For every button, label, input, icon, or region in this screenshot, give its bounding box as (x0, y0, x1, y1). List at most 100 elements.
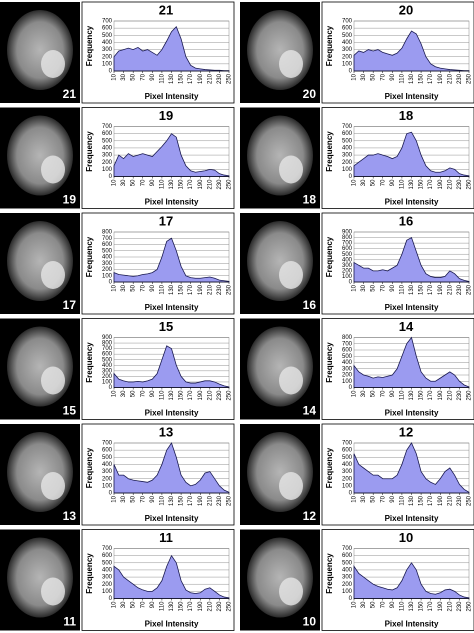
y-tick-label: 700 (102, 124, 113, 130)
y-tick-label: 300 (102, 469, 113, 475)
y-tick-label: 300 (342, 366, 353, 372)
x-tick-label: 250 (227, 284, 233, 295)
x-tick-label: 230 (457, 284, 463, 295)
brain-slice (247, 115, 313, 196)
x-tick-label: 70 (140, 495, 146, 502)
x-tick-label: 150 (179, 601, 185, 612)
x-tick-label: 50 (131, 179, 137, 186)
y-tick-label: 200 (102, 54, 113, 60)
x-axis-label: Pixel Intensity (385, 92, 439, 101)
x-tick-label: 50 (371, 284, 377, 291)
chart-title: 18 (399, 108, 413, 123)
x-tick-label: 130 (169, 390, 175, 401)
x-tick-label: 70 (380, 601, 386, 608)
lesion (279, 366, 303, 395)
brain-slice (7, 10, 73, 90)
y-tick-label: 300 (102, 153, 113, 159)
y-tick-label: 700 (342, 241, 353, 247)
x-tick-label: 250 (227, 179, 233, 190)
x-tick-label: 30 (361, 73, 367, 80)
x-tick-label: 170 (428, 284, 434, 295)
lesion (41, 577, 65, 606)
y-tick-label: 800 (342, 235, 353, 241)
image-label: 14 (303, 404, 317, 418)
x-tick-label: 90 (390, 601, 396, 608)
y-tick-label: 600 (342, 131, 353, 137)
x-tick-label: 90 (150, 390, 156, 397)
histogram-area (113, 133, 230, 177)
image-label: 21 (63, 87, 77, 101)
x-tick-label: 130 (169, 495, 175, 506)
x-tick-label: 250 (227, 495, 233, 506)
y-tick-label: 0 (349, 596, 353, 602)
x-tick-label: 110 (399, 495, 405, 505)
y-tick-label: 100 (342, 167, 353, 173)
y-tick-label: 600 (102, 352, 113, 358)
brain-slice (247, 432, 313, 512)
x-tick-label: 110 (159, 390, 165, 400)
x-tick-label: 130 (409, 284, 415, 295)
y-axis-label: Frequency (325, 131, 334, 172)
x-tick-label: 170 (188, 284, 194, 295)
y-tick-label: 200 (342, 476, 353, 482)
x-tick-label: 130 (169, 73, 175, 84)
x-axis-label: Pixel Intensity (385, 514, 439, 523)
lesion (41, 261, 65, 289)
x-tick-label: 150 (179, 495, 185, 506)
x-tick-label: 210 (447, 495, 453, 506)
histogram-area (353, 236, 470, 283)
y-axis-label: Frequency (85, 553, 94, 594)
x-tick-label: 70 (140, 73, 146, 80)
chart-title: 17 (159, 213, 173, 228)
image-label: 15 (63, 404, 77, 418)
x-tick-label: 130 (409, 73, 415, 84)
y-tick-label: 600 (102, 553, 113, 559)
y-tick-label: 400 (342, 462, 353, 468)
x-axis-label: Pixel Intensity (145, 620, 199, 629)
x-tick-label: 50 (371, 179, 377, 186)
brain-slice (7, 115, 73, 196)
x-tick-label: 90 (150, 284, 156, 291)
y-tick-label: 400 (342, 40, 353, 46)
x-tick-label: 190 (438, 495, 444, 506)
x-tick-label: 210 (207, 495, 213, 506)
image-label: 18 (303, 193, 317, 207)
y-tick-label: 0 (109, 174, 113, 180)
x-tick-label: 130 (409, 495, 415, 506)
y-tick-label: 0 (109, 280, 113, 286)
y-tick-label: 100 (102, 61, 113, 67)
y-axis-label: Frequency (85, 25, 94, 66)
y-tick-label: 200 (342, 268, 353, 274)
x-tick-label: 250 (467, 73, 473, 84)
x-tick-label: 70 (140, 601, 146, 608)
x-tick-label: 110 (159, 284, 165, 294)
x-tick-label: 110 (159, 179, 165, 189)
x-tick-label: 210 (447, 390, 453, 401)
y-tick-label: 500 (342, 252, 353, 258)
x-tick-label: 90 (150, 495, 156, 502)
x-tick-label: 150 (179, 73, 185, 84)
y-tick-label: 600 (102, 242, 113, 248)
y-tick-label: 300 (342, 469, 353, 475)
x-tick-label: 170 (428, 390, 434, 401)
x-tick-label: 250 (467, 284, 473, 295)
x-tick-label: 250 (467, 495, 473, 506)
x-tick-label: 170 (188, 73, 194, 84)
y-tick-label: 200 (342, 160, 353, 166)
brain-slice (7, 221, 73, 301)
y-tick-label: 500 (342, 33, 353, 39)
x-tick-label: 90 (150, 601, 156, 608)
x-tick-label: 10 (352, 179, 358, 186)
x-tick-label: 30 (121, 179, 127, 186)
x-tick-label: 250 (467, 179, 473, 190)
x-tick-label: 170 (188, 179, 194, 190)
histogram-area (113, 237, 230, 283)
chart-title: 10 (399, 530, 413, 545)
x-tick-label: 210 (447, 601, 453, 612)
x-tick-label: 130 (169, 601, 175, 612)
x-tick-label: 230 (217, 495, 223, 506)
x-tick-label: 30 (361, 390, 367, 397)
y-tick-label: 500 (102, 33, 113, 39)
y-tick-label: 500 (102, 357, 113, 363)
